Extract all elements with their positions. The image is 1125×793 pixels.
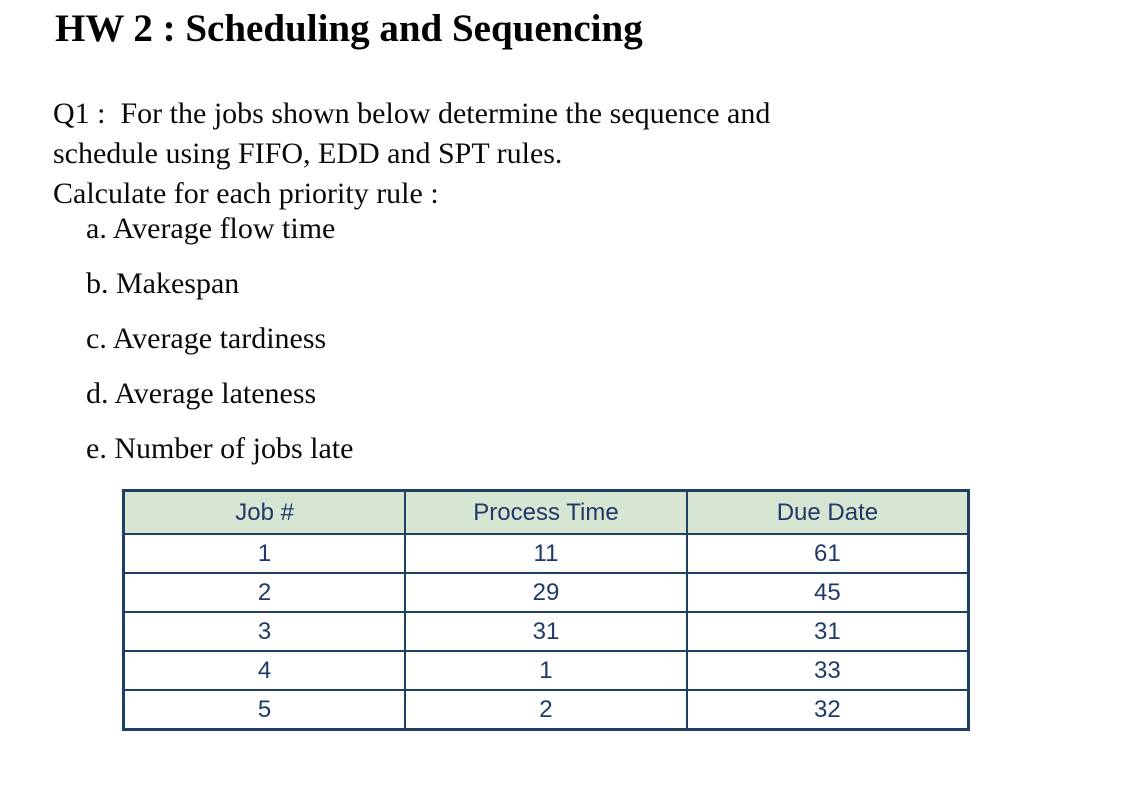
requirements-list: a. Average flow time b. Makespan c. Aver… — [86, 213, 353, 488]
cell-due-date: 32 — [685, 689, 970, 731]
cell-process-time: 11 — [404, 533, 688, 574]
list-item-b-text: Makespan — [116, 267, 240, 300]
cell-due-date: 31 — [685, 611, 970, 652]
cell-due-date: 61 — [685, 533, 970, 574]
list-item-e-label: e. — [86, 432, 107, 465]
list-item-a-label: a. — [86, 212, 107, 245]
cell-job: 3 — [122, 611, 407, 652]
table-row: 5 2 32 — [122, 689, 970, 731]
list-item-e: e. Number of jobs late — [86, 433, 353, 488]
table-row: 2 29 45 — [122, 572, 970, 613]
question-text: Q1 : For the jobs shown below determine … — [53, 94, 770, 214]
table-header-due-date: Due Date — [685, 489, 970, 535]
cell-due-date: 33 — [685, 650, 970, 691]
list-item-a: a. Average flow time — [86, 213, 353, 268]
table-row: 3 31 31 — [122, 611, 970, 652]
list-item-a-text: Average flow time — [112, 212, 336, 245]
table-row: 1 11 61 — [122, 533, 970, 574]
list-item-d: d. Average lateness — [86, 378, 353, 433]
question-line-3: Calculate for each priority rule : — [53, 177, 439, 210]
cell-job: 5 — [122, 689, 407, 731]
list-item-d-text: Average lateness — [114, 377, 317, 410]
table-row: 4 1 33 — [122, 650, 970, 691]
question-line-2: schedule using FIFO, EDD and SPT rules. — [53, 137, 563, 170]
list-item-b: b. Makespan — [86, 268, 353, 323]
table-header-job: Job # — [122, 489, 407, 535]
list-item-c: c. Average tardiness — [86, 323, 353, 378]
cell-job: 4 — [122, 650, 407, 691]
list-item-c-text: Average tardiness — [112, 322, 327, 355]
cell-due-date: 45 — [685, 572, 970, 613]
cell-process-time: 2 — [404, 689, 688, 731]
list-item-e-text: Number of jobs late — [114, 432, 354, 465]
table-header-process-time: Process Time — [404, 489, 688, 535]
cell-job: 2 — [122, 572, 407, 613]
list-item-c-label: c. — [86, 322, 107, 355]
cell-process-time: 31 — [404, 611, 688, 652]
list-item-d-label: d. — [86, 377, 109, 410]
list-item-b-label: b. — [86, 267, 109, 300]
question-line-1: Q1 : For the jobs shown below determine … — [53, 97, 771, 130]
table-header-row: Job # Process Time Due Date — [122, 489, 970, 535]
cell-job: 1 — [122, 533, 407, 574]
page-title: HW 2 : Scheduling and Sequencing — [55, 7, 643, 50]
cell-process-time: 29 — [404, 572, 688, 613]
jobs-table: Job # Process Time Due Date 1 11 61 2 29… — [122, 489, 970, 731]
cell-process-time: 1 — [404, 650, 688, 691]
